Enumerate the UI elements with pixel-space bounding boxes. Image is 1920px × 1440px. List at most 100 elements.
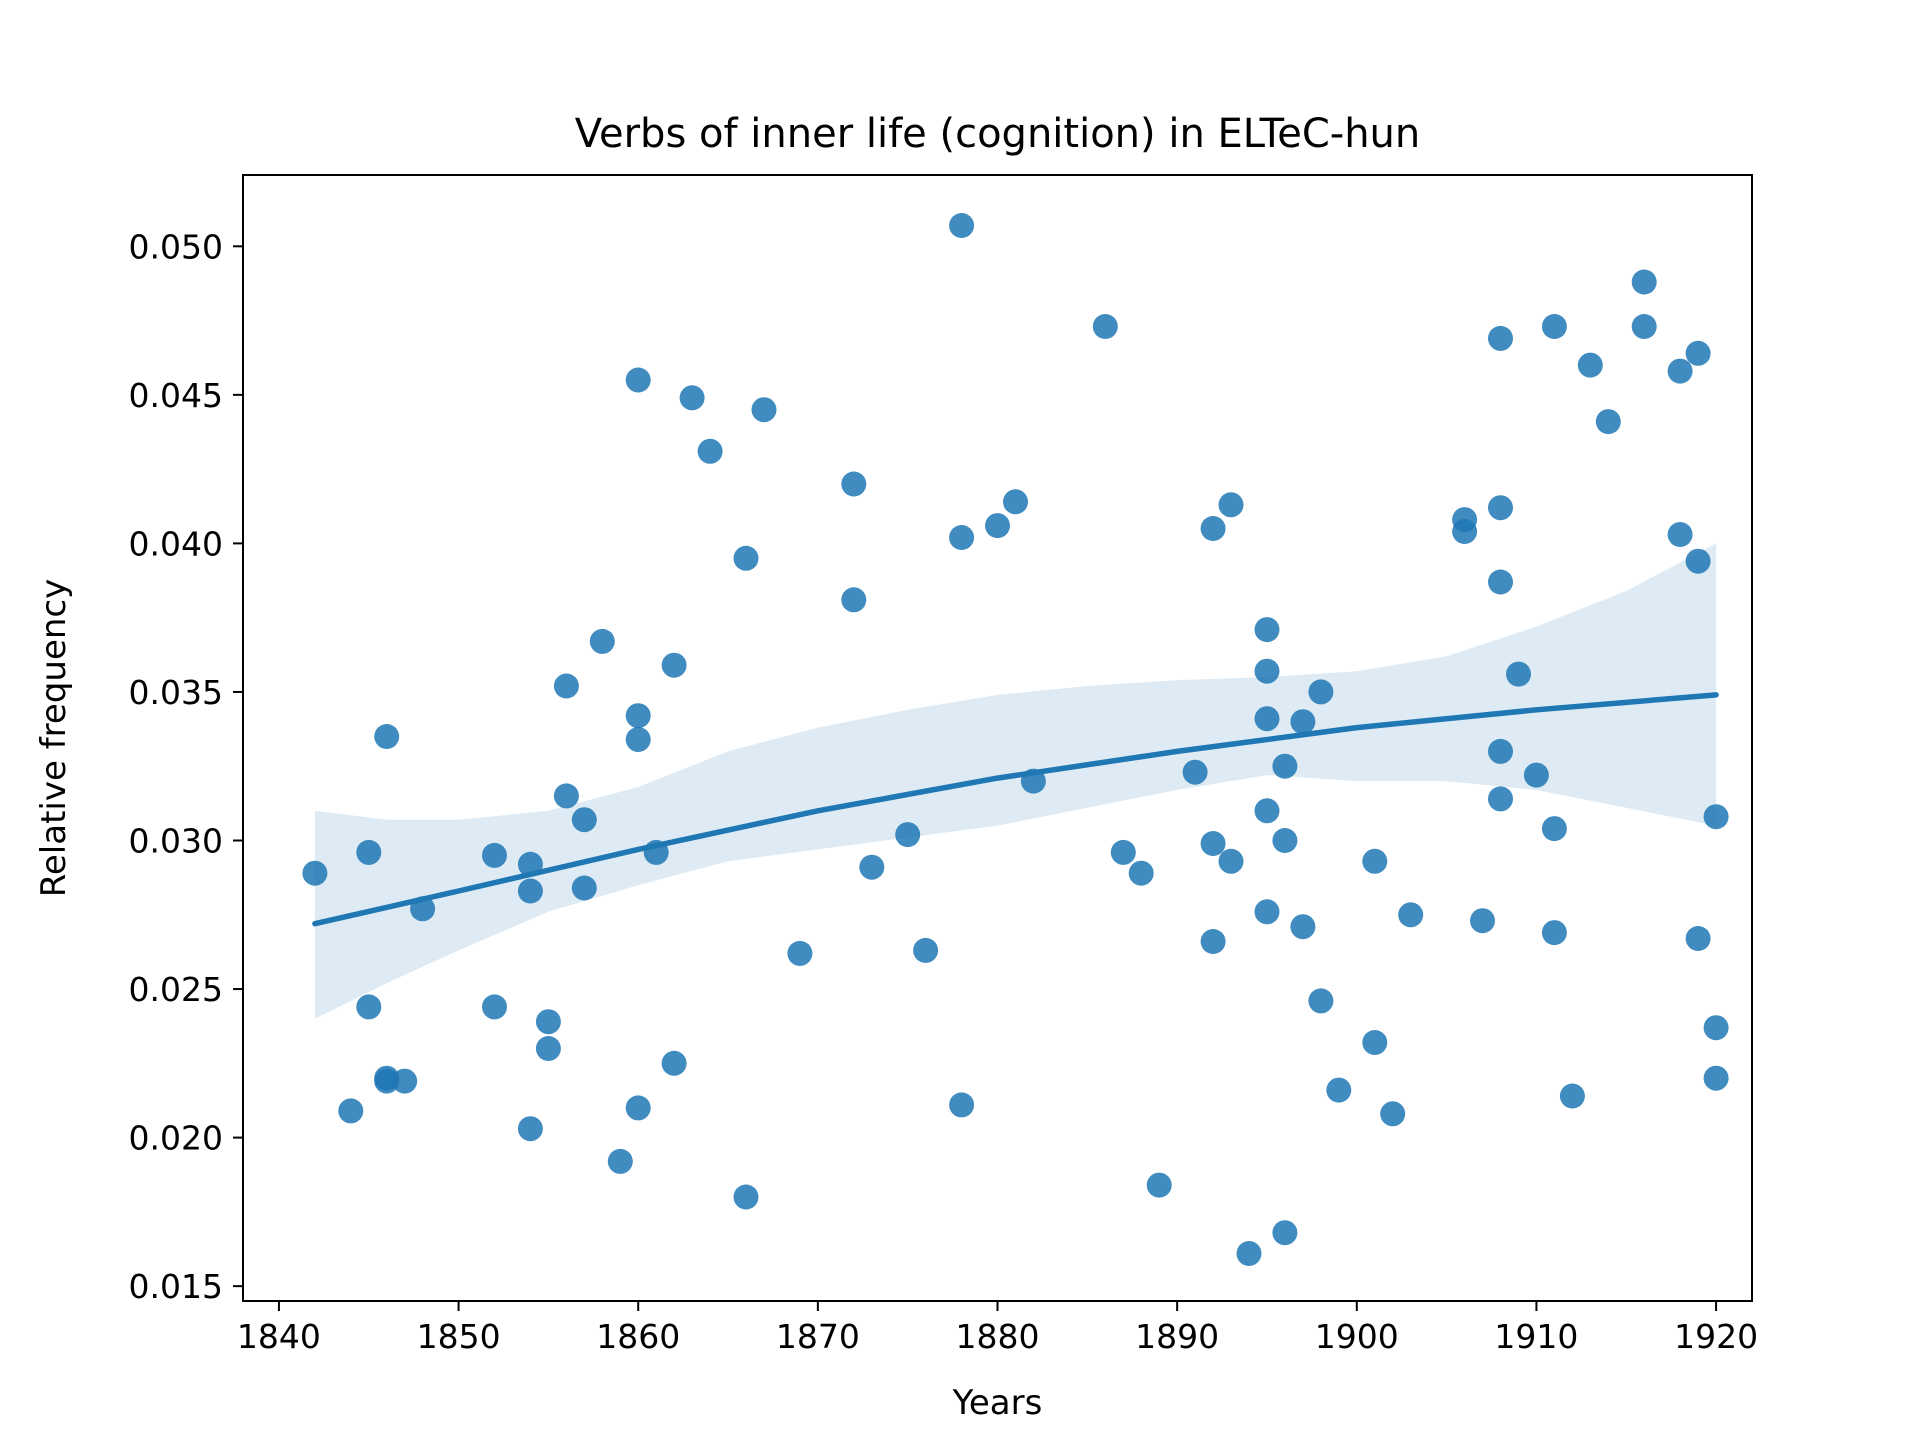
scatter-point — [949, 213, 975, 238]
scatter-point — [1254, 658, 1280, 684]
x-axis-ticks: 1840 1850 1860 1870 1880 1890 1900 1910 1920 — [237, 1301, 1758, 1356]
scatter-point — [625, 367, 651, 393]
scatter-point — [1290, 709, 1316, 735]
scatter-point — [1631, 314, 1657, 339]
scatter-point — [517, 1116, 543, 1142]
scatter-point — [1290, 914, 1316, 940]
scatter-point — [1488, 569, 1513, 595]
scatter-point — [1200, 929, 1226, 954]
scatter-point — [1182, 759, 1208, 785]
scatter-point — [1218, 848, 1244, 874]
scatter-point — [1470, 908, 1495, 934]
scatter-point — [1146, 1172, 1172, 1198]
y-tick-label: 0.020 — [129, 1119, 223, 1158]
x-tick-label: 1910 — [1494, 1317, 1578, 1356]
scatter-point — [1128, 860, 1154, 886]
scatter-point — [859, 854, 885, 880]
scatter-point — [356, 994, 382, 1020]
scatter-point — [985, 513, 1010, 539]
scatter-points-layer — [302, 213, 1729, 1266]
scatter-point — [1254, 617, 1280, 643]
scatter-point — [1272, 753, 1298, 779]
scatter-point — [895, 822, 921, 848]
scatter-point — [1452, 519, 1478, 544]
scatter-point — [1200, 516, 1226, 541]
scatter-point — [1488, 738, 1513, 764]
scatter-point — [356, 839, 382, 865]
scatter-point — [1631, 269, 1657, 295]
scatter-point — [697, 438, 723, 464]
scatter-point — [571, 807, 597, 833]
scatter-point — [949, 1092, 975, 1118]
scatter-point — [1254, 899, 1280, 925]
scatter-point — [1541, 816, 1567, 842]
regression-line-layer — [312, 692, 1719, 927]
scatter-point — [1110, 839, 1136, 865]
scatter-point — [1541, 314, 1567, 339]
scatter-point — [302, 860, 328, 886]
y-tick-label: 0.040 — [129, 524, 223, 563]
scatter-point — [841, 587, 867, 613]
scatter-point — [374, 1068, 400, 1094]
chart-title: Verbs of inner life (cognition) in ELTeC… — [575, 111, 1421, 157]
x-tick-label: 1920 — [1674, 1317, 1758, 1356]
scatter-point — [751, 397, 777, 423]
scatter-point — [1559, 1083, 1585, 1109]
regression-line — [312, 692, 1719, 927]
scatter-point — [733, 1184, 759, 1210]
scatter-point — [1254, 706, 1280, 732]
scatter-point — [1506, 661, 1531, 687]
scatter-point — [625, 727, 651, 752]
confidence-band-layer — [314, 543, 1717, 1019]
x-tick-label: 1850 — [417, 1317, 501, 1356]
scatter-point — [1092, 314, 1118, 339]
x-tick-label: 1860 — [596, 1317, 680, 1356]
scatter-point — [482, 842, 507, 868]
scatter-point — [1326, 1077, 1352, 1103]
scatter-point — [571, 875, 597, 901]
scatter-point — [841, 471, 867, 497]
scatter-point — [338, 1098, 364, 1124]
y-tick-label: 0.035 — [129, 673, 223, 712]
scatter-point — [1577, 352, 1603, 378]
scatter-point — [787, 940, 813, 966]
y-tick-label: 0.030 — [129, 821, 223, 860]
confidence-band — [314, 543, 1717, 1019]
scatter-point — [392, 1068, 418, 1094]
scatter-point — [949, 525, 975, 550]
y-axis-ticks: 0.015 0.020 0.025 0.030 0.035 0.040 0.045 0.050 — [129, 227, 243, 1306]
scatter-point — [1362, 1030, 1388, 1055]
scatter-point — [913, 937, 939, 963]
scatter-point — [1218, 492, 1244, 518]
scatter-point — [733, 545, 759, 571]
scatter-point — [661, 1050, 687, 1076]
x-tick-label: 1840 — [237, 1317, 321, 1356]
scatter-point — [553, 783, 579, 809]
y-tick-label: 0.045 — [129, 376, 223, 415]
scatter-point — [1272, 1220, 1298, 1246]
scatter-point — [1488, 495, 1513, 521]
x-tick-label: 1890 — [1135, 1317, 1219, 1356]
scatter-point — [1523, 762, 1549, 788]
y-tick-label: 0.015 — [129, 1267, 223, 1306]
x-tick-label: 1900 — [1315, 1317, 1399, 1356]
scatter-point — [1236, 1241, 1262, 1266]
y-tick-label: 0.025 — [129, 970, 223, 1009]
scatter-point — [1398, 902, 1424, 928]
scatter-point — [1703, 804, 1729, 830]
scatter-point — [679, 385, 705, 411]
scatter-point — [589, 628, 615, 654]
scatter-point — [1254, 798, 1280, 824]
scatter-point — [535, 1036, 561, 1061]
x-tick-label: 1880 — [956, 1317, 1040, 1356]
scatter-point — [1541, 920, 1567, 946]
scatter-point — [607, 1148, 633, 1174]
scatter-point — [1272, 828, 1298, 853]
scatter-point — [625, 703, 651, 729]
scatter-point — [1488, 786, 1513, 812]
scatter-point — [1380, 1101, 1406, 1127]
scatter-point — [1595, 409, 1621, 435]
y-tick-label: 0.050 — [129, 227, 223, 266]
scatter-point — [1685, 926, 1711, 951]
scatter-point — [535, 1009, 561, 1035]
